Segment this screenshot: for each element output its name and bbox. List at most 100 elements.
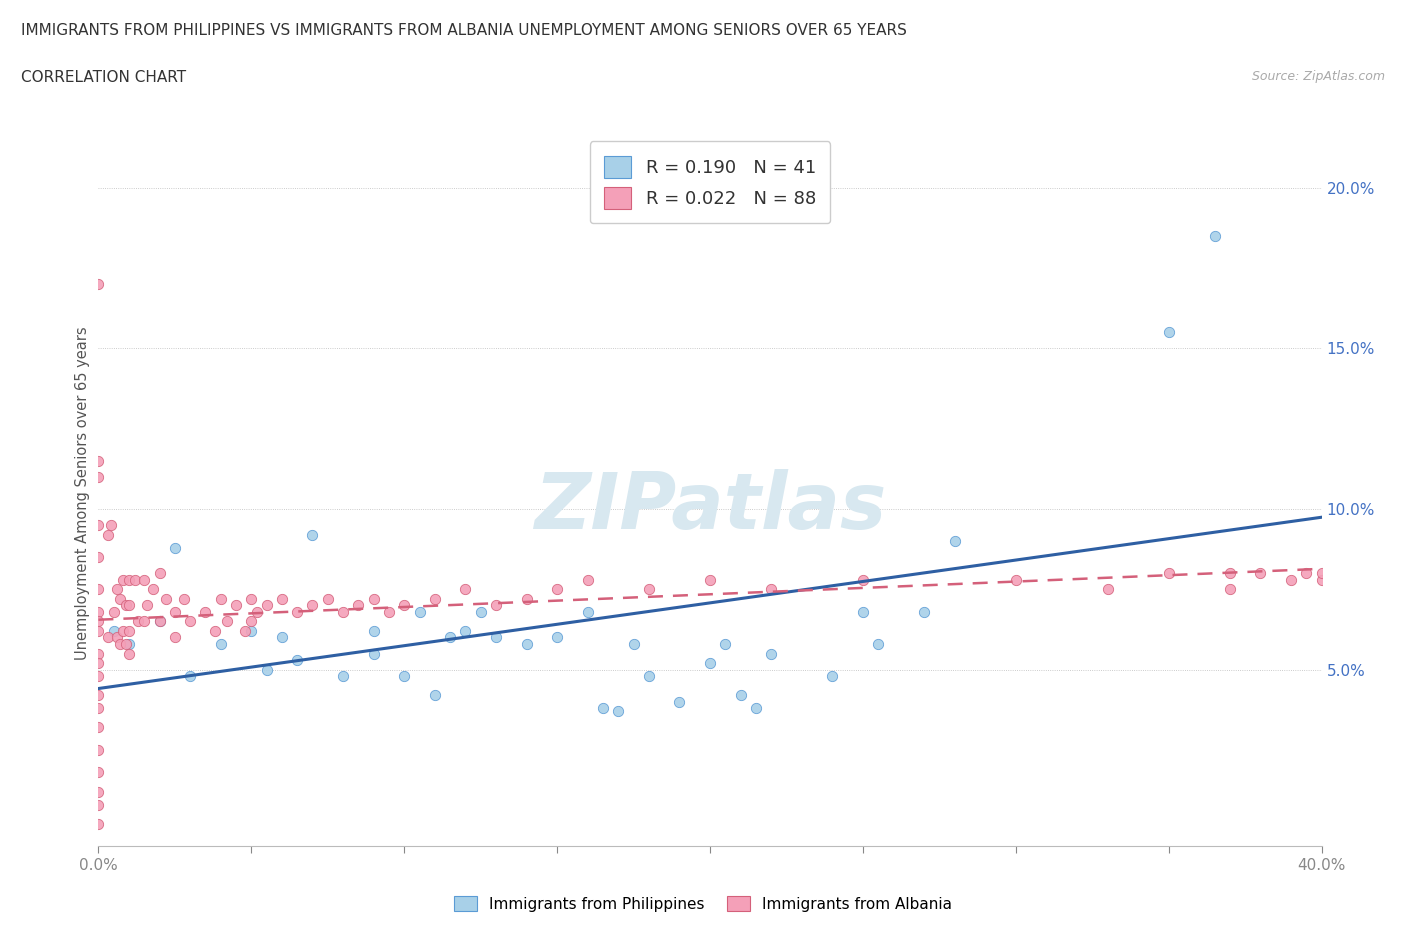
Point bbox=[87, 742, 110, 757]
Legend: R = 0.190   N = 41, R = 0.022   N = 88: R = 0.190 N = 41, R = 0.022 N = 88 bbox=[589, 141, 831, 223]
Point bbox=[392, 598, 416, 613]
Point bbox=[111, 624, 134, 639]
Point bbox=[363, 646, 385, 661]
Point bbox=[134, 572, 156, 587]
Point bbox=[103, 624, 125, 639]
Point bbox=[332, 669, 354, 684]
Point bbox=[759, 582, 782, 597]
Point bbox=[87, 550, 110, 565]
Point bbox=[439, 630, 461, 644]
Point bbox=[225, 598, 247, 613]
Point bbox=[118, 598, 141, 613]
Point bbox=[233, 624, 256, 639]
Point bbox=[516, 636, 538, 651]
Point bbox=[155, 591, 177, 606]
Point bbox=[87, 797, 110, 812]
Text: Source: ZipAtlas.com: Source: ZipAtlas.com bbox=[1251, 70, 1385, 83]
Point bbox=[100, 518, 122, 533]
Point bbox=[1295, 565, 1317, 580]
Point bbox=[105, 582, 128, 597]
Point bbox=[111, 572, 134, 587]
Point bbox=[134, 614, 156, 629]
Point bbox=[87, 688, 110, 703]
Point bbox=[87, 614, 110, 629]
Point bbox=[215, 614, 238, 629]
Point bbox=[745, 700, 768, 715]
Point bbox=[332, 604, 354, 619]
Point bbox=[127, 614, 149, 629]
Point bbox=[699, 656, 721, 671]
Point bbox=[240, 614, 263, 629]
Text: IMMIGRANTS FROM PHILIPPINES VS IMMIGRANTS FROM ALBANIA UNEMPLOYMENT AMONG SENIOR: IMMIGRANTS FROM PHILIPPINES VS IMMIGRANT… bbox=[21, 23, 907, 38]
Point bbox=[485, 630, 508, 644]
Point bbox=[316, 591, 339, 606]
Point bbox=[868, 636, 890, 651]
Point bbox=[637, 669, 661, 684]
Point bbox=[240, 624, 263, 639]
Point bbox=[730, 688, 752, 703]
Point bbox=[270, 591, 292, 606]
Point bbox=[301, 598, 323, 613]
Point bbox=[204, 624, 226, 639]
Point bbox=[118, 646, 141, 661]
Point bbox=[576, 604, 599, 619]
Point bbox=[270, 630, 292, 644]
Point bbox=[256, 662, 278, 677]
Y-axis label: Unemployment Among Seniors over 65 years: Unemployment Among Seniors over 65 years bbox=[75, 326, 90, 659]
Point bbox=[378, 604, 401, 619]
Point bbox=[668, 695, 690, 710]
Point bbox=[852, 604, 875, 619]
Point bbox=[1310, 565, 1333, 580]
Point bbox=[943, 534, 966, 549]
Point bbox=[163, 604, 186, 619]
Point bbox=[97, 527, 120, 542]
Point bbox=[408, 604, 430, 619]
Point bbox=[423, 688, 446, 703]
Point bbox=[821, 669, 844, 684]
Point bbox=[256, 598, 278, 613]
Point bbox=[173, 591, 195, 606]
Point bbox=[637, 582, 661, 597]
Point bbox=[115, 636, 138, 651]
Point bbox=[87, 582, 110, 597]
Point bbox=[246, 604, 269, 619]
Point bbox=[136, 598, 159, 613]
Point bbox=[118, 572, 141, 587]
Legend: Immigrants from Philippines, Immigrants from Albania: Immigrants from Philippines, Immigrants … bbox=[447, 889, 959, 918]
Point bbox=[1219, 582, 1241, 597]
Point bbox=[1279, 572, 1302, 587]
Point bbox=[87, 624, 110, 639]
Point bbox=[1310, 572, 1333, 587]
Point bbox=[699, 572, 721, 587]
Point bbox=[240, 591, 263, 606]
Point bbox=[103, 604, 125, 619]
Point bbox=[392, 669, 416, 684]
Point bbox=[105, 630, 128, 644]
Point bbox=[852, 572, 875, 587]
Point bbox=[592, 700, 614, 715]
Point bbox=[607, 704, 630, 719]
Point bbox=[485, 598, 508, 613]
Point bbox=[759, 646, 782, 661]
Point bbox=[454, 624, 477, 639]
Point bbox=[546, 630, 568, 644]
Point bbox=[87, 646, 110, 661]
Point bbox=[179, 614, 201, 629]
Point bbox=[149, 614, 172, 629]
Point bbox=[363, 624, 385, 639]
Point bbox=[87, 604, 110, 619]
Point bbox=[149, 565, 172, 580]
Point bbox=[87, 470, 110, 485]
Point bbox=[1097, 582, 1119, 597]
Point bbox=[285, 604, 308, 619]
Point bbox=[118, 636, 141, 651]
Point bbox=[516, 591, 538, 606]
Point bbox=[87, 817, 110, 831]
Point bbox=[714, 636, 737, 651]
Point bbox=[194, 604, 217, 619]
Point bbox=[97, 630, 120, 644]
Point bbox=[87, 784, 110, 799]
Point bbox=[285, 653, 308, 668]
Point bbox=[1219, 565, 1241, 580]
Point bbox=[163, 630, 186, 644]
